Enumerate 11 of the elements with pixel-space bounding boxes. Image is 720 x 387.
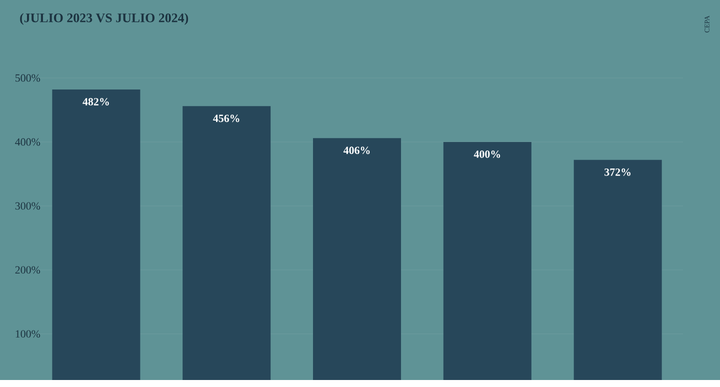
data-label: 400% — [474, 150, 500, 158]
data-label: 406% — [343, 146, 370, 154]
y-tick-label: 200% — [15, 266, 40, 274]
data-label: 372% — [604, 168, 630, 176]
y-tick-label: 500% — [16, 74, 40, 82]
data-label: 482% — [82, 98, 109, 106]
y-tick-label: 300% — [15, 202, 40, 210]
y-tick-label: 400% — [15, 138, 40, 146]
y-tick-label: 100% — [16, 330, 40, 338]
chart-title: (JULIO 2023 VS JULIO 2024) — [20, 13, 188, 25]
data-label: 456% — [213, 114, 240, 122]
